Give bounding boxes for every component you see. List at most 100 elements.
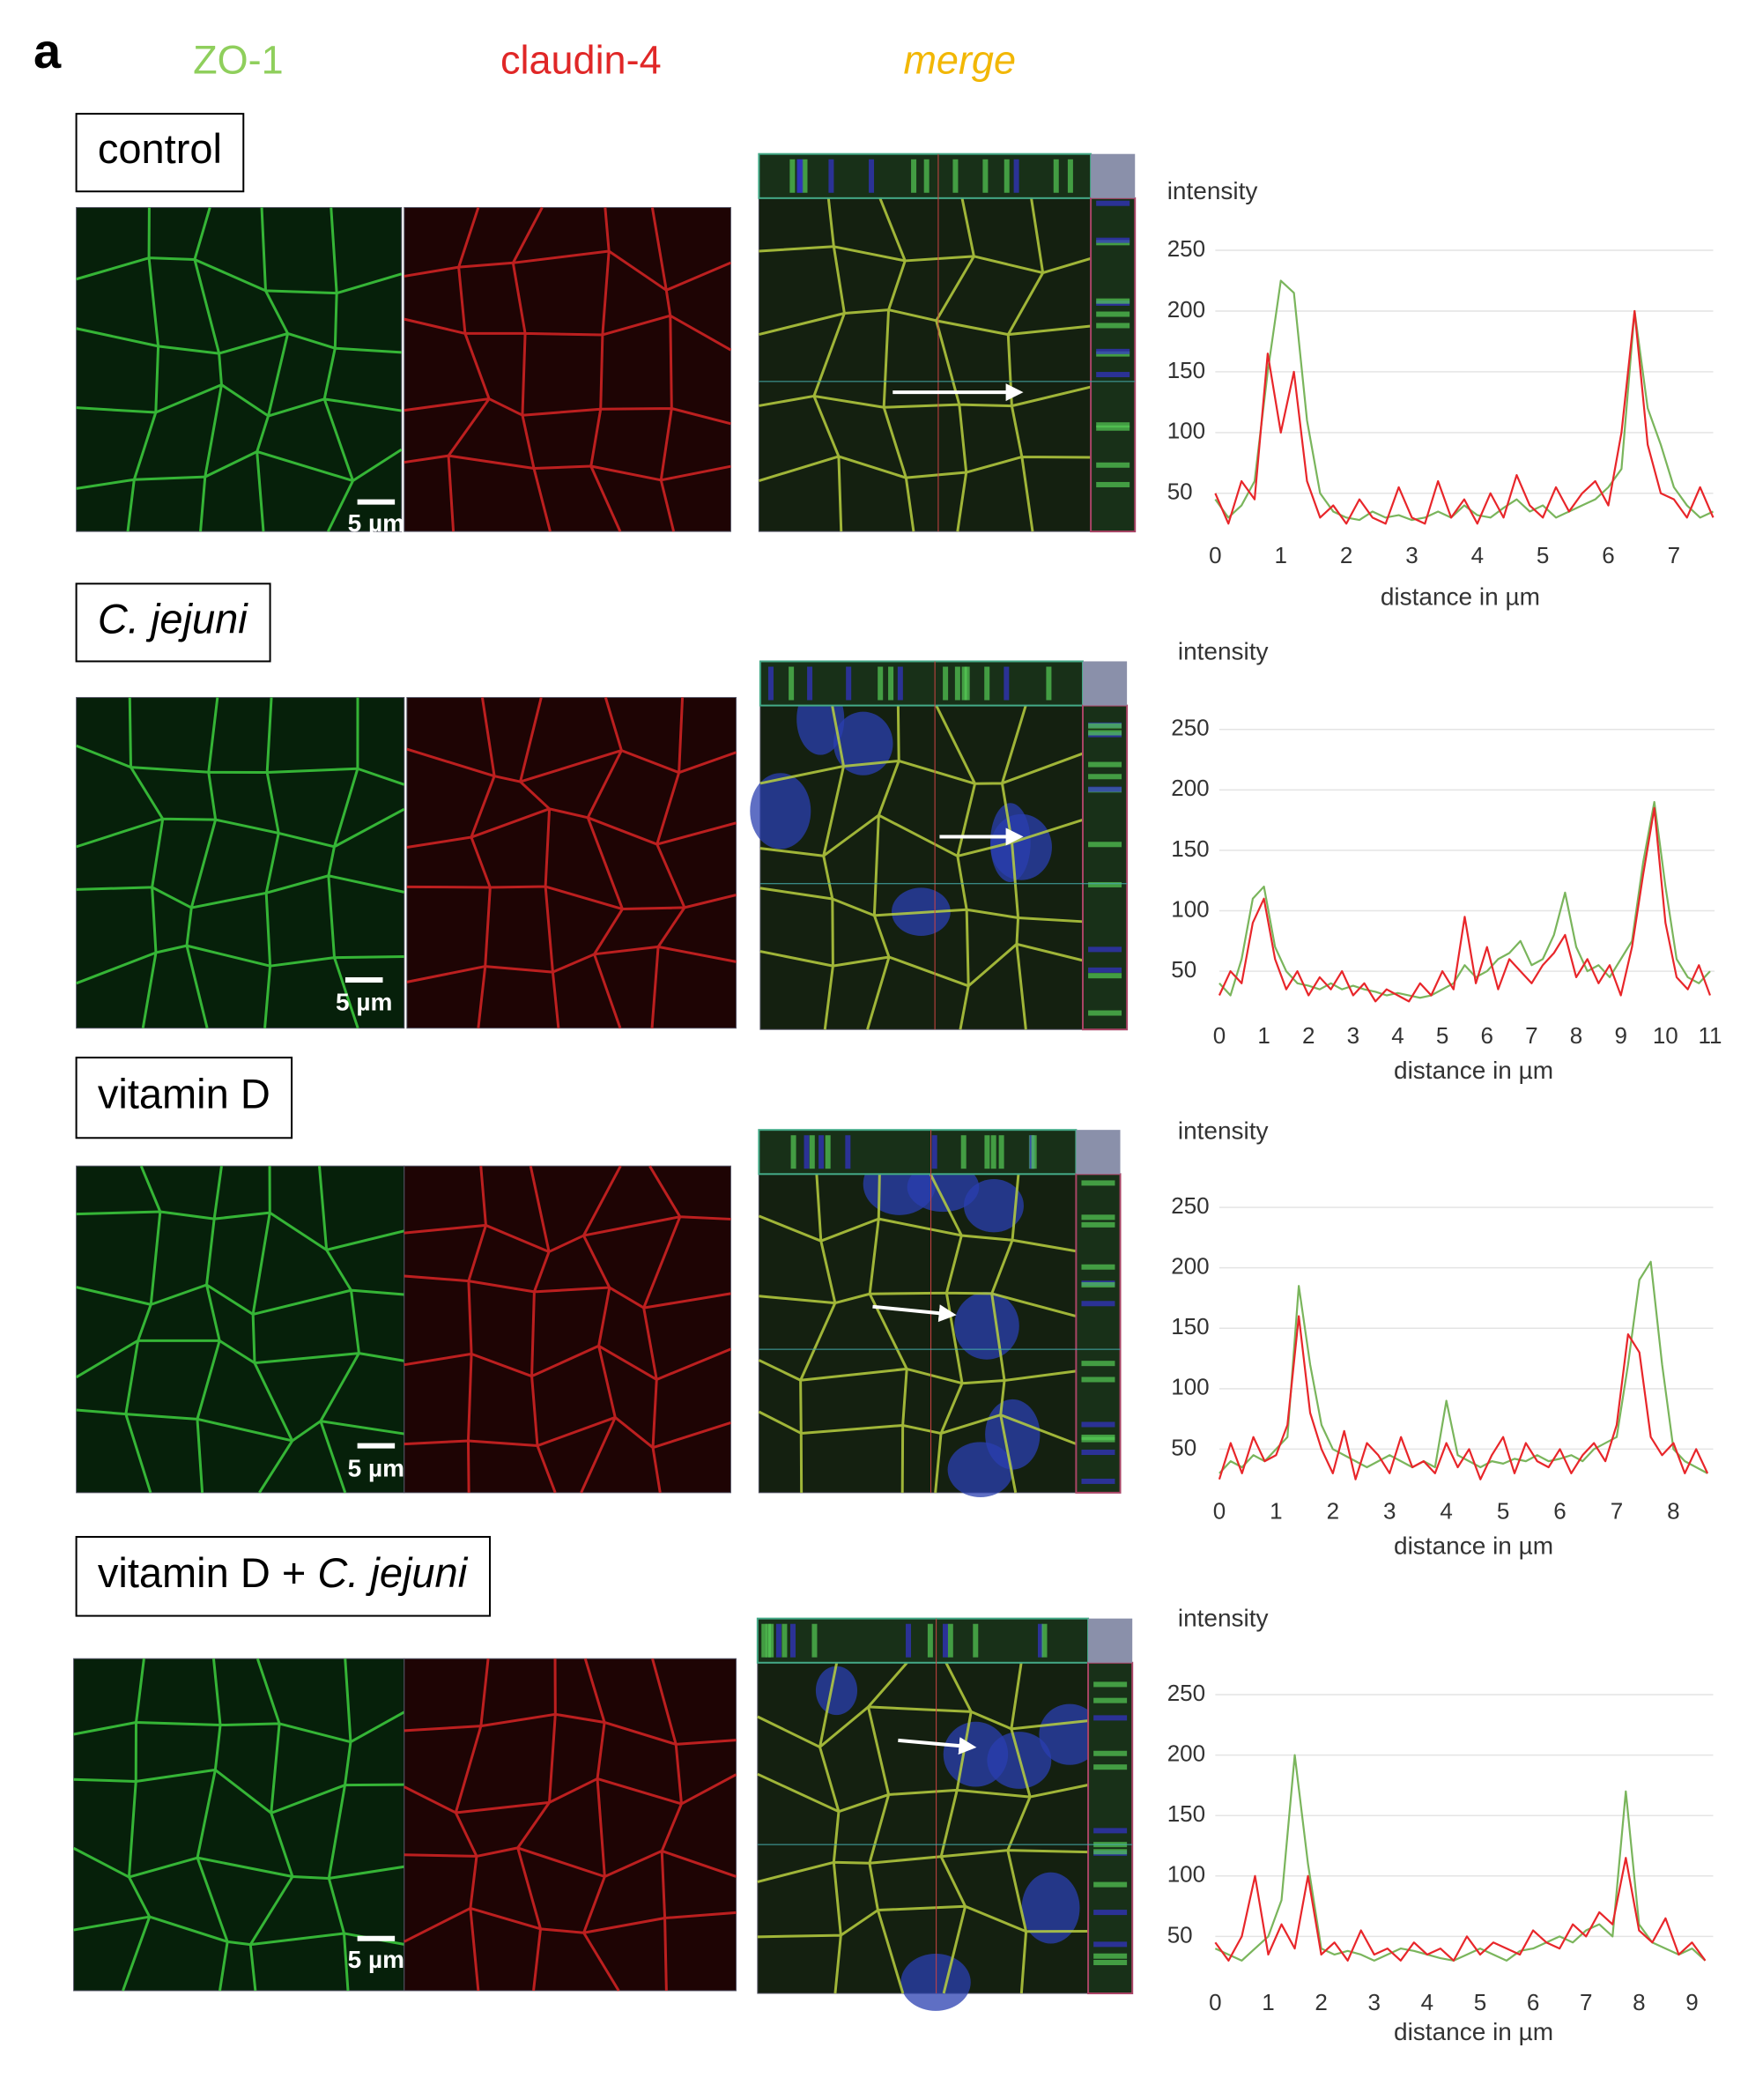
row-label: control bbox=[98, 126, 222, 173]
x-tick-label: 8 bbox=[1667, 1498, 1679, 1525]
ortho-signal bbox=[1088, 973, 1122, 979]
ortho-signal bbox=[1093, 1681, 1128, 1688]
ortho-signal bbox=[1081, 1421, 1115, 1428]
y-tick-label: 50 bbox=[1167, 1921, 1193, 1948]
x-tick-label: 3 bbox=[1347, 1022, 1359, 1049]
ortho-signal bbox=[878, 666, 884, 701]
ortho-signal bbox=[811, 1623, 818, 1658]
ortho-signal bbox=[1088, 774, 1122, 780]
nucleus bbox=[750, 773, 811, 850]
y-axis-label: intensity bbox=[1178, 638, 1269, 665]
y-tick-label: 50 bbox=[1171, 1434, 1196, 1460]
y-tick-label: 150 bbox=[1167, 1800, 1205, 1827]
x-tick-label: 1 bbox=[1257, 1022, 1270, 1049]
x-tick-label: 5 bbox=[1436, 1022, 1448, 1049]
cell-borders bbox=[758, 197, 1092, 532]
y-tick-label: 250 bbox=[1167, 1680, 1205, 1706]
ortho-signal bbox=[1096, 298, 1130, 304]
ortho-signal bbox=[1053, 159, 1059, 193]
y-tick-label: 150 bbox=[1171, 835, 1209, 862]
ortho-signal bbox=[1088, 730, 1122, 736]
x-tick-label: 7 bbox=[1611, 1498, 1623, 1525]
x-tick-label: 9 bbox=[1614, 1022, 1626, 1049]
nucleus bbox=[954, 1292, 1019, 1360]
x-tick-label: 2 bbox=[1315, 1989, 1327, 2015]
nucleus bbox=[1021, 1872, 1080, 1944]
row-label-part: C. jejuni bbox=[98, 596, 248, 642]
scale-bar-label: 5 µm bbox=[336, 989, 392, 1016]
x-tick-label: 6 bbox=[1602, 542, 1614, 568]
ortho-signal bbox=[818, 1135, 825, 1169]
x-tick-label: 3 bbox=[1383, 1498, 1396, 1525]
ortho-signal bbox=[807, 666, 813, 701]
ortho-signal bbox=[1037, 1623, 1043, 1658]
ortho-signal bbox=[761, 1623, 767, 1658]
ortho-signal bbox=[961, 666, 967, 701]
ortho-signal bbox=[1081, 1434, 1115, 1440]
ortho-signal bbox=[1088, 786, 1122, 792]
x-tick-label: 8 bbox=[1570, 1022, 1582, 1049]
x-tick-label: 10 bbox=[1653, 1022, 1678, 1049]
ortho-signal bbox=[1004, 159, 1010, 193]
ortho-signal bbox=[1088, 1010, 1122, 1016]
ortho-signal bbox=[888, 666, 894, 701]
ortho-signal bbox=[768, 1623, 774, 1658]
micrograph bbox=[76, 1165, 405, 1494]
ortho-signal bbox=[982, 159, 989, 193]
x-tick-label: 5 bbox=[1537, 542, 1549, 568]
ortho-signal bbox=[767, 666, 774, 701]
y-axis-label: intensity bbox=[1167, 177, 1258, 204]
ortho-signal bbox=[825, 1135, 831, 1169]
micrograph bbox=[73, 1658, 405, 1992]
y-tick-label: 100 bbox=[1167, 1861, 1205, 1888]
y-tick-label: 50 bbox=[1167, 479, 1193, 505]
ortho-signal bbox=[1088, 881, 1122, 887]
ortho-signal bbox=[911, 159, 917, 193]
ortho-signal bbox=[973, 1623, 979, 1658]
ortho-signal bbox=[1096, 237, 1130, 243]
ortho-signal bbox=[931, 1135, 937, 1169]
ortho-signal bbox=[789, 159, 796, 193]
panel-label: a bbox=[33, 23, 62, 78]
ortho-signal bbox=[1096, 462, 1130, 468]
scale-bar-label: 5 µm bbox=[348, 1454, 404, 1481]
y-axis-label: intensity bbox=[1178, 1605, 1269, 1632]
ortho-signal bbox=[1081, 1221, 1115, 1228]
ortho-signal bbox=[906, 1623, 912, 1658]
x-tick-label: 4 bbox=[1391, 1022, 1404, 1049]
x-tick-label: 7 bbox=[1668, 542, 1680, 568]
ortho-signal bbox=[990, 1135, 996, 1169]
ortho-signal bbox=[802, 159, 808, 193]
ortho-signal bbox=[1088, 842, 1122, 848]
ortho-signal bbox=[1096, 372, 1130, 378]
ortho-signal bbox=[964, 666, 970, 701]
ortho-signal bbox=[789, 1623, 796, 1658]
ortho-signal bbox=[804, 1135, 810, 1169]
ortho-signal bbox=[960, 1135, 967, 1169]
profile-line bbox=[1218, 800, 1711, 999]
y-tick-label: 250 bbox=[1167, 235, 1205, 262]
column-header: merge bbox=[903, 37, 1016, 82]
ortho-signal bbox=[984, 1135, 990, 1169]
ortho-signal bbox=[1096, 323, 1130, 329]
nucleus bbox=[900, 1954, 971, 2011]
nucleus bbox=[815, 1666, 858, 1716]
x-tick-label: 0 bbox=[1213, 1022, 1226, 1049]
x-tick-label: 0 bbox=[1213, 1498, 1226, 1525]
ortho-signal bbox=[1093, 1881, 1128, 1888]
ortho-signal bbox=[775, 1623, 781, 1658]
x-tick-label: 6 bbox=[1481, 1022, 1493, 1049]
x-tick-label: 1 bbox=[1270, 1498, 1282, 1525]
ortho-signal bbox=[1081, 1450, 1115, 1456]
micrograph bbox=[76, 206, 403, 532]
y-tick-label: 250 bbox=[1171, 1192, 1209, 1219]
cell-borders bbox=[76, 697, 405, 1029]
ortho-signal bbox=[998, 1135, 1004, 1169]
ortho-signal bbox=[1013, 159, 1019, 193]
row-label-part: C. jejuni bbox=[317, 1549, 468, 1596]
scale-bar-label: 5 µm bbox=[348, 509, 404, 537]
ortho-signal bbox=[869, 159, 875, 193]
ortho-signal bbox=[943, 1623, 949, 1658]
cell-borders bbox=[404, 1658, 737, 1992]
